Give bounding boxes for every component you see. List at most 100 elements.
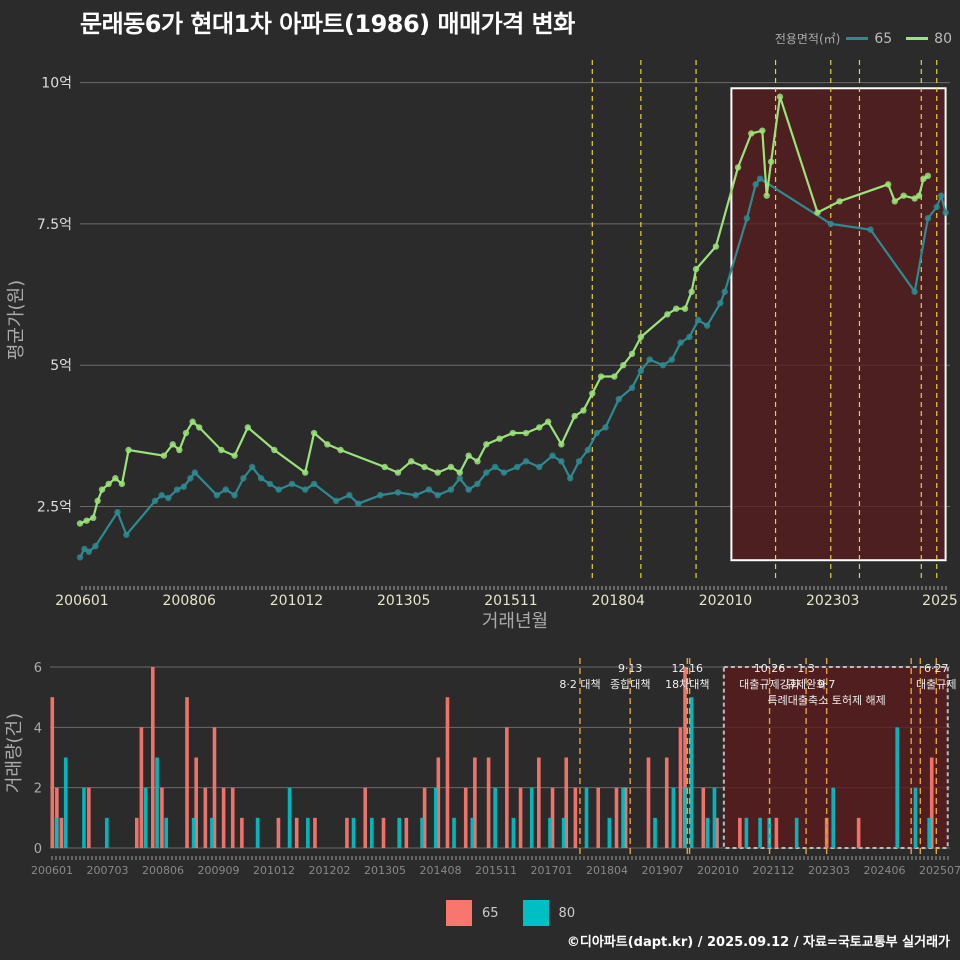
bar-80 <box>682 787 687 848</box>
bar-80 <box>767 817 772 848</box>
bar-x-tick-label: 201511 <box>475 864 517 877</box>
series-65-point <box>465 486 472 493</box>
series-65-point <box>752 181 759 188</box>
series-65-point <box>491 463 499 471</box>
series-80-point <box>76 520 84 527</box>
bar-65 <box>824 817 829 848</box>
bar-80 <box>351 817 356 848</box>
bar-80 <box>287 787 292 848</box>
series-65-point <box>522 458 530 465</box>
bar-80 <box>671 787 676 848</box>
series-65-point <box>275 486 282 493</box>
bar-80 <box>470 817 475 848</box>
bar-x-tick-label: 201012 <box>253 864 295 877</box>
bar-x-tick-label: 200601 <box>31 864 73 877</box>
bar-65 <box>50 697 55 848</box>
series-80-point <box>712 243 720 250</box>
policy-annotation-label: 대출규제강화 <box>739 678 800 691</box>
series-80-point <box>189 418 196 425</box>
bar-80 <box>493 787 497 848</box>
series-80-point <box>474 458 481 465</box>
bar-80 <box>705 817 710 848</box>
bar-80 <box>913 787 918 848</box>
bar-80 <box>369 817 374 848</box>
bar-80 <box>420 817 424 848</box>
series-65-point <box>332 497 340 505</box>
x-tick-label: 202303 <box>806 593 859 609</box>
series-80-point <box>196 424 203 431</box>
bar-65 <box>715 817 719 848</box>
bar-80 <box>927 817 931 848</box>
series-65-point <box>659 362 667 369</box>
bar-80 <box>164 817 169 848</box>
price-line-chart: 2.5억 5억 7.5억 10억 200601 200806 201012 201305 201… <box>6 60 958 632</box>
series-80-point <box>271 446 278 454</box>
series-65-point <box>114 508 121 516</box>
legend-bar-80-label: 80 <box>558 905 576 921</box>
bar-80 <box>155 757 159 848</box>
series-65-point <box>302 486 309 493</box>
series-65-point <box>187 475 194 482</box>
bar-x-tick-label: 200806 <box>142 864 184 877</box>
bar-80 <box>191 817 196 848</box>
bar-x-tick-label: 202507 <box>919 864 960 877</box>
series-80-point <box>759 127 766 134</box>
bar-80 <box>143 787 148 848</box>
legend-bar-65-swatch <box>446 900 472 926</box>
policy-annotation-label: 18차대책 <box>665 678 709 691</box>
series-80-point <box>767 158 775 165</box>
series-80-point <box>672 305 680 312</box>
bar-65 <box>87 787 91 848</box>
series-65-point <box>346 492 353 499</box>
series-65-point <box>668 356 675 363</box>
policy-annotation-label: 특례대출축소 토허제 해제 <box>767 693 885 707</box>
series-65-point <box>394 489 402 496</box>
bar-65 <box>363 787 368 848</box>
x-axis-label: 거래년월 <box>482 611 548 632</box>
bar-65 <box>150 667 155 848</box>
series-65-point <box>377 492 384 499</box>
series-65-point <box>249 463 256 471</box>
bar-65 <box>774 817 779 848</box>
bar-65 <box>701 787 706 848</box>
series-80-point <box>394 469 402 476</box>
x-tick-label: 201804 <box>592 593 646 609</box>
bar-80 <box>653 817 657 848</box>
series-80-point <box>536 424 543 431</box>
bar-80 <box>210 817 214 848</box>
x-tick-label: 201305 <box>377 593 430 609</box>
series-80-point <box>125 446 132 454</box>
series-80-point <box>105 480 112 488</box>
bar-65 <box>139 727 144 848</box>
bar-x-tick-label: 201907 <box>642 864 684 877</box>
series-65-point <box>213 492 221 499</box>
series-65-point <box>231 492 238 499</box>
y-tick-label: 7.5억 <box>37 217 72 233</box>
series-65-point <box>536 463 543 471</box>
bar-highlight-box <box>722 666 949 849</box>
series-80-point <box>218 446 225 454</box>
policy-annotation-date: 9·7 <box>818 678 836 691</box>
series-65-point <box>92 542 99 550</box>
bar-65 <box>683 667 687 848</box>
series-80-point <box>447 463 455 471</box>
series-80-point <box>182 429 190 437</box>
bar-80 <box>397 817 402 848</box>
series-65-point <box>924 215 932 222</box>
series-80-point <box>884 181 892 188</box>
bar-80 <box>758 817 762 848</box>
bar-x-tick-label: 200909 <box>198 864 240 877</box>
bar-80 <box>255 817 260 848</box>
series-80-point <box>763 192 770 199</box>
bar-x-tick-label: 201202 <box>309 864 351 877</box>
bar-x-tick-label: 201701 <box>531 864 573 877</box>
bar-y-tick-label: 2 <box>34 782 42 797</box>
series-80-point <box>408 458 415 465</box>
series-80-point <box>176 446 183 454</box>
bar-80 <box>63 757 68 848</box>
bar-80 <box>584 787 589 848</box>
bar-65 <box>678 727 683 848</box>
policy-annotation-date: 12·16 <box>672 662 704 675</box>
bar-65 <box>221 787 226 848</box>
series-65-point <box>447 486 455 493</box>
